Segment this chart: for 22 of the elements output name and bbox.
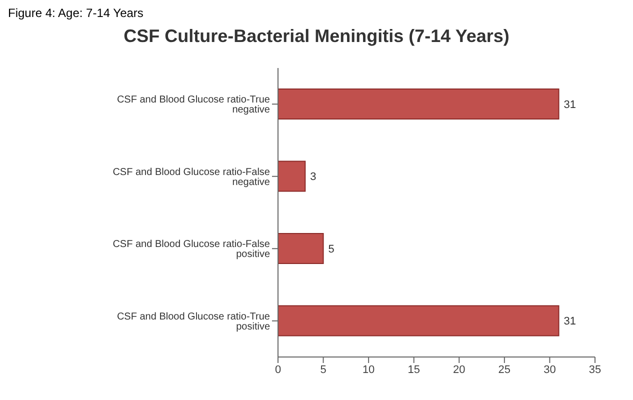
y-tick-label: CSF and Blood Glucose ratio-False negative — [112, 166, 270, 188]
y-tick-label: CSF and Blood Glucose ratio-True negative — [116, 94, 270, 116]
x-tick-label: 10 — [362, 364, 375, 376]
x-tick-label: 0 — [274, 364, 282, 376]
bar — [278, 88, 560, 120]
x-tick-label: 25 — [498, 364, 511, 376]
caption: Figure 4: Age: 7-14 Years — [8, 6, 144, 20]
chart-title: CSF Culture-Bacterial Meningitis (7-14 Years) — [122, 26, 510, 47]
x-tick-label: 5 — [320, 364, 326, 376]
data-label: 31 — [564, 98, 576, 111]
data-label: 3 — [310, 171, 316, 184]
y-tick-label: CSF and Blood Glucose ratio-False positive — [112, 239, 270, 260]
x-tick-label: 30 — [544, 364, 556, 376]
x-tick-label: 20 — [453, 364, 466, 376]
data-label: 31 — [564, 316, 576, 328]
bar — [278, 160, 306, 192]
bar — [278, 305, 560, 336]
x-tick-label: 35 — [588, 364, 602, 376]
bar — [278, 233, 324, 264]
x-tick-label: 15 — [408, 364, 420, 376]
y-tick-label: CSF and Blood Glucose ratio-True positive — [116, 311, 270, 332]
data-label: 5 — [328, 243, 334, 256]
